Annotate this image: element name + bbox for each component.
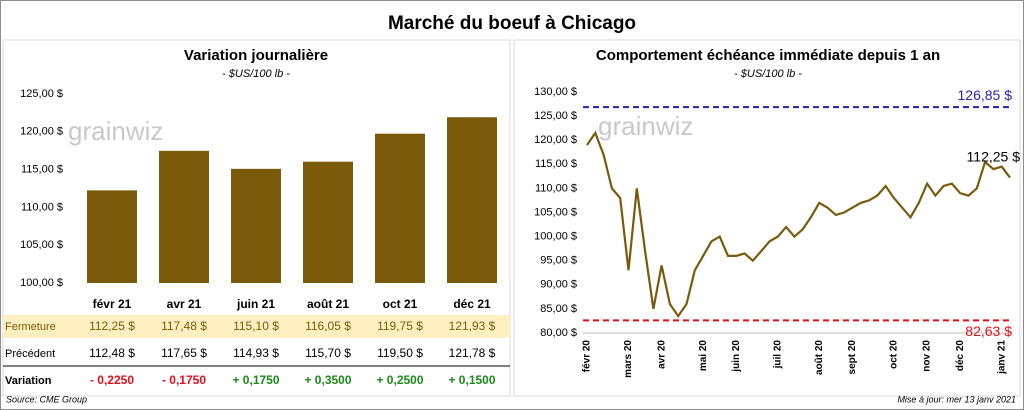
bar	[231, 168, 281, 283]
y-tick-label: 130,00 $	[534, 86, 577, 98]
updated: Mise à jour: mer 13 janv 2021	[897, 394, 1016, 404]
y-tick-label: 90,00 $	[540, 279, 577, 291]
row-label: Fermeture	[5, 321, 56, 333]
x-tick-label: oct 21	[383, 297, 418, 311]
table-cell: 115,10 $	[233, 319, 279, 333]
x-tick-label: juin 21	[236, 297, 275, 311]
right-panel	[513, 39, 1021, 397]
x-tick-label: janv 21	[996, 340, 1007, 375]
table-cell: 121,78 $	[449, 346, 496, 360]
x-tick-label: août 20	[814, 340, 825, 375]
x-tick-label: févr 21	[93, 297, 132, 311]
x-tick-label: nov 20	[922, 340, 933, 372]
x-tick-label: mars 20	[623, 340, 634, 378]
y-tick-label: 95,00 $	[540, 255, 577, 267]
x-tick-label: juil 20	[772, 340, 783, 370]
x-tick-label: déc 20	[955, 340, 966, 372]
x-tick-label: avr 21	[167, 297, 202, 311]
table-cell: 116,05 $	[305, 319, 351, 333]
x-tick-label: juin 20	[731, 340, 742, 373]
row-label: Variation	[5, 375, 52, 387]
x-tick-label: août 21	[307, 297, 349, 311]
x-tick-label: févr 20	[582, 340, 593, 373]
table-cell: 112,48 $	[89, 346, 135, 360]
value-label: 112,25 $	[967, 148, 1021, 164]
table-cell: - 0,1750	[162, 373, 206, 387]
table-cell: 117,48 $	[161, 319, 207, 333]
y-tick-label: 80,00 $	[540, 327, 577, 339]
fermeture-row-bg	[3, 315, 510, 338]
left-subtitle: - $US/100 lb -	[222, 68, 290, 80]
reference-label: 126,85 $	[958, 87, 1013, 103]
y-tick-label: 125,00 $	[20, 88, 63, 100]
table-cell: + 0,2500	[376, 373, 423, 387]
y-tick-label: 85,00 $	[540, 303, 577, 315]
table-cell: 119,50 $	[377, 346, 423, 360]
bar	[87, 190, 137, 283]
y-tick-label: 105,00 $	[20, 239, 63, 251]
source: Source: CME Group	[6, 394, 87, 404]
table-cell: 112,25 $	[89, 319, 135, 333]
right-title: Comportement échéance immédiate depuis 1…	[596, 47, 940, 64]
table-cell: 115,70 $	[305, 346, 351, 360]
y-tick-label: 110,00 $	[21, 201, 63, 213]
x-tick-label: avr 20	[656, 340, 667, 369]
bar	[303, 161, 353, 283]
table-cell: 117,65 $	[161, 346, 207, 360]
table-cell: + 0,3500	[304, 373, 351, 387]
y-tick-label: 105,00 $	[534, 206, 577, 218]
y-tick-label: 120,00 $	[20, 126, 63, 138]
table-cell: 121,93 $	[449, 319, 496, 333]
y-tick-label: 100,00 $	[534, 231, 577, 243]
y-tick-label: 115,00 $	[535, 158, 577, 170]
row-label: Précédent	[5, 348, 55, 360]
x-tick-label: déc 21	[453, 297, 491, 311]
y-tick-label: 100,00 $	[20, 277, 63, 289]
y-tick-label: 110,00 $	[535, 182, 577, 194]
bar	[447, 117, 497, 283]
y-tick-label: 120,00 $	[534, 134, 577, 146]
y-tick-label: 125,00 $	[534, 110, 577, 122]
series-line	[586, 130, 1011, 319]
x-tick-label: mai 20	[698, 340, 709, 372]
page-title: Marché du boeuf à Chicago	[388, 13, 636, 34]
table-cell: 119,75 $	[377, 319, 423, 333]
x-tick-label: oct 20	[889, 340, 900, 369]
bar	[159, 150, 209, 283]
bar	[375, 133, 425, 283]
table-cell: + 0,1750	[232, 373, 279, 387]
y-tick-label: 115,00 $	[21, 164, 63, 176]
x-tick-label: sept 20	[847, 340, 858, 375]
reference-label: 82,63 $	[965, 323, 1012, 339]
watermark: grainwiz	[598, 111, 693, 141]
left-panel	[2, 39, 511, 397]
watermark: grainwiz	[68, 116, 163, 146]
table-cell: - 0,2250	[90, 373, 134, 387]
table-cell: + 0,1500	[448, 373, 495, 387]
left-title: Variation journalière	[184, 47, 328, 64]
table-cell: 114,93 $	[233, 346, 279, 360]
right-subtitle: - $US/100 lb -	[734, 68, 802, 80]
